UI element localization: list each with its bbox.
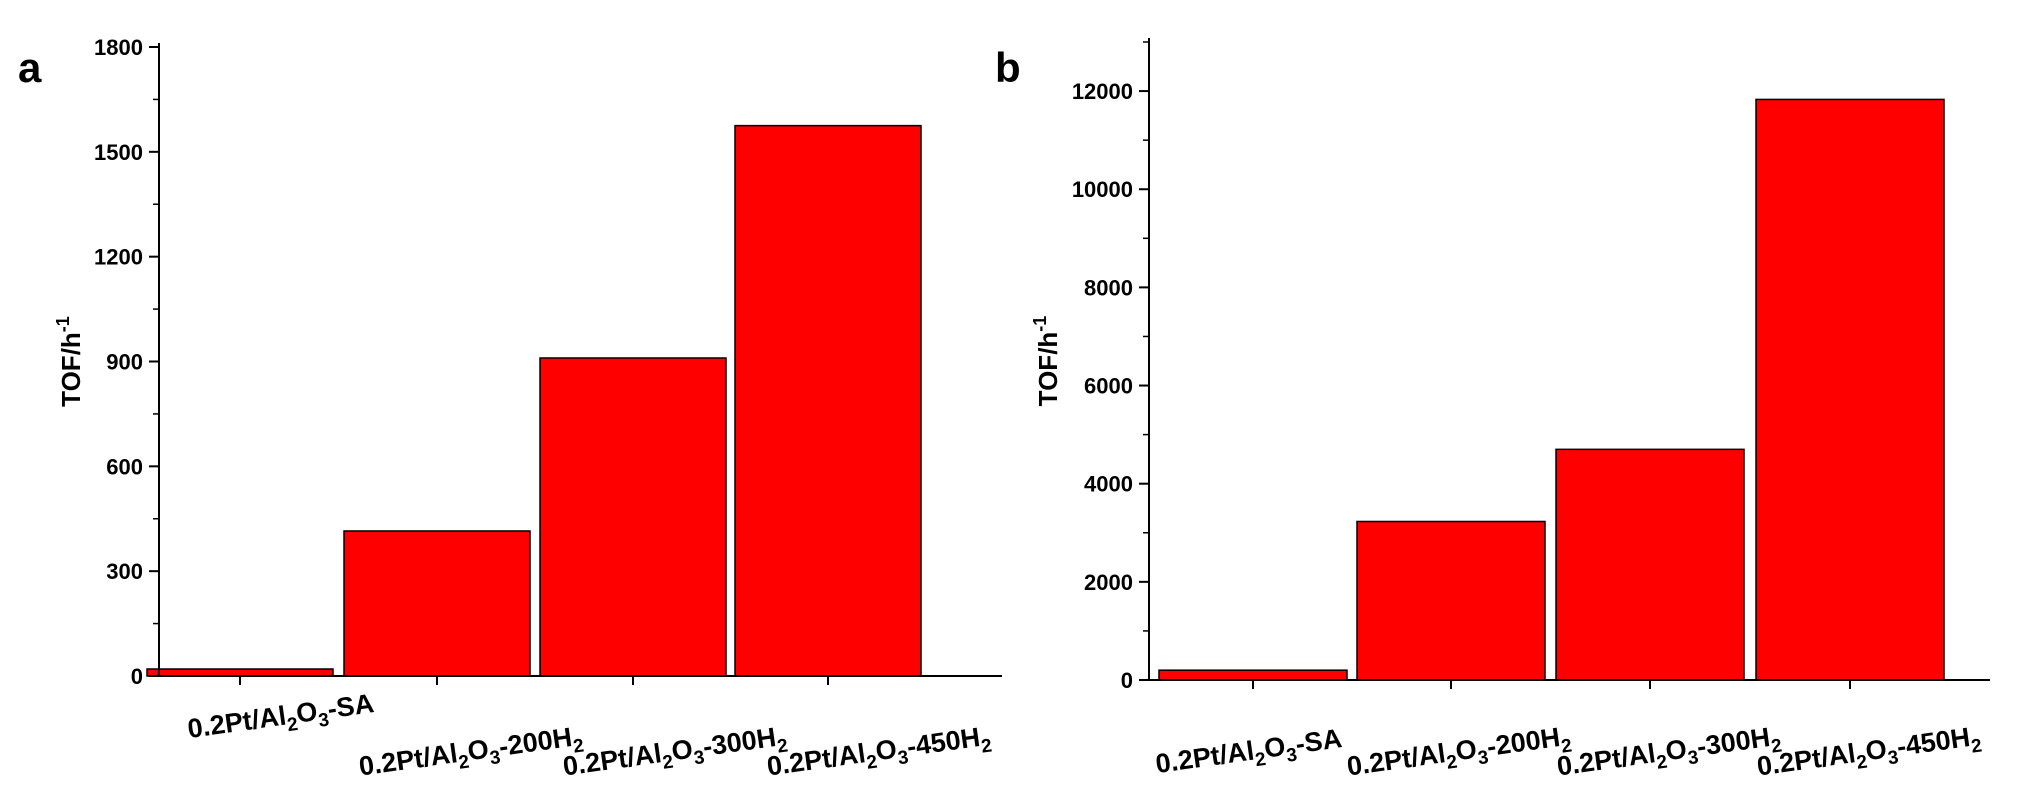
bar (734, 124, 922, 677)
y-tick-label: 1800 (94, 35, 143, 60)
y-tick-label: 0 (1121, 668, 1133, 693)
y-axis-label: TOF/h-1 (1030, 316, 1063, 407)
x-tick-label: 0.2Pt/Al2O3-450H2 (765, 721, 993, 788)
y-tick-label: 6000 (1084, 374, 1133, 399)
y-tick-label: 2000 (1084, 570, 1133, 595)
y-tick-label: 1500 (94, 140, 143, 165)
bar (1755, 98, 1945, 681)
y-tick-label: 0 (131, 664, 143, 689)
y-tick-label: 900 (106, 350, 143, 375)
y-tick-label: 600 (106, 454, 143, 479)
x-tick-label: 0.2Pt/Al2O3-450H2 (1755, 721, 1983, 788)
chart-panel-a: a 0 300 600 900 1200 1500 1800 TOF/h-1 0.2Pt/Al2O… (18, 35, 1002, 788)
x-tick-label: 0.2Pt/Al2O3-300H2 (561, 721, 789, 788)
bar (1356, 520, 1546, 681)
x-tick-label: 0.2Pt/Al2O3-SA (1154, 723, 1345, 785)
x-tick-label: 0.2Pt/Al2O3-SA (186, 688, 377, 750)
bar (539, 357, 727, 677)
y-tick-label: 300 (106, 559, 143, 584)
y-tick-label: 4000 (1084, 472, 1133, 497)
panel-letter: a (18, 44, 42, 91)
y-axis-label: TOF/h-1 (53, 316, 86, 407)
x-tick-label: 0.2Pt/Al2O3-200H2 (357, 721, 585, 788)
bar (343, 530, 531, 677)
y-tick-label: 8000 (1084, 275, 1133, 300)
x-tick-label: 0.2Pt/Al2O3-300H2 (1555, 721, 1783, 788)
y-tick-label: 10000 (1072, 177, 1133, 202)
bar (1555, 448, 1745, 681)
y-tick-label: 1200 (94, 245, 143, 270)
y-tick-label: 12000 (1072, 79, 1133, 104)
bar (146, 668, 334, 677)
panel-letter: b (995, 44, 1021, 91)
bar (1158, 669, 1348, 681)
x-tick-label: 0.2Pt/Al2O3-200H2 (1345, 721, 1573, 788)
chart-panel-b: b 0 2000 4000 6000 8000 10000 12000 TOF/h-1 0.2Pt… (995, 38, 1990, 788)
